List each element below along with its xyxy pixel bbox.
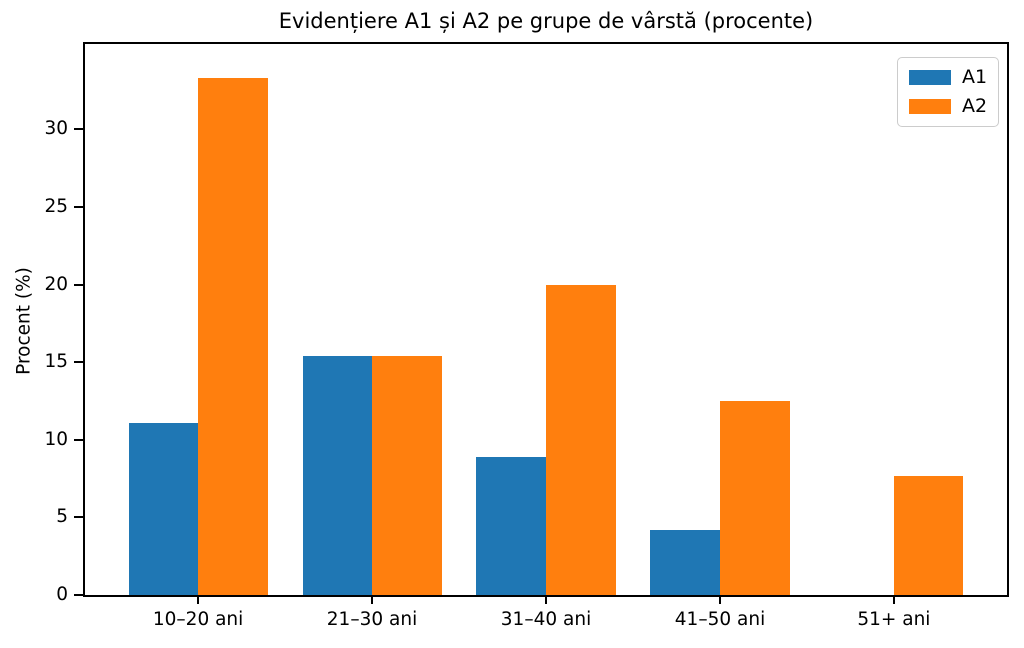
y-tick-label: 15 — [44, 351, 68, 373]
legend-swatch-a2 — [909, 99, 951, 114]
y-tick-mark — [74, 516, 83, 519]
x-tick-label: 51+ ani — [857, 609, 931, 630]
y-tick-mark — [74, 128, 83, 131]
x-tick-label: 41–50 ani — [674, 609, 766, 630]
bar-a2-2 — [546, 284, 616, 595]
legend-swatch-a1 — [909, 70, 951, 85]
y-tick-label: 0 — [56, 584, 68, 605]
y-tick-label: 30 — [44, 118, 68, 140]
bar-a1-0 — [128, 422, 199, 595]
x-tick-mark — [545, 596, 547, 604]
y-tick-label: 5 — [56, 506, 68, 528]
legend: A1 A2 — [897, 57, 1000, 127]
plot-area — [83, 42, 1009, 597]
x-tick-label: 10–20 ani — [152, 609, 244, 630]
legend-label-a2: A2 — [962, 95, 988, 117]
x-tick-mark — [197, 596, 200, 604]
x-tick-mark — [719, 596, 721, 604]
bar-a2-1 — [372, 356, 442, 595]
bar-a1-1 — [302, 356, 373, 595]
x-tick-mark — [371, 596, 373, 604]
x-tick-label: 31–40 ani — [500, 609, 592, 630]
y-tick-mark — [74, 594, 83, 596]
bar-a1-3 — [650, 529, 720, 595]
y-tick-label: 25 — [44, 196, 68, 217]
y-tick-label: 20 — [44, 273, 68, 295]
y-tick-mark — [74, 361, 83, 364]
y-tick-label: 10 — [44, 428, 68, 450]
bar-a2-0 — [198, 78, 268, 595]
x-tick-label: 21–30 ani — [326, 609, 418, 630]
y-tick-mark — [74, 438, 83, 441]
legend-item-a2: A2 — [909, 97, 987, 116]
y-tick-mark — [74, 206, 83, 208]
bar-a2-3 — [720, 401, 790, 595]
legend-label-a1: A1 — [962, 66, 988, 88]
chart-title: Evidențiere A1 și A2 pe grupe de vârstă … — [278, 9, 814, 33]
bar-a2-4 — [893, 475, 964, 595]
legend-item-a1: A1 — [909, 68, 987, 87]
bar-a1-2 — [476, 456, 546, 595]
y-tick-mark — [74, 283, 83, 286]
x-tick-mark — [892, 596, 895, 604]
